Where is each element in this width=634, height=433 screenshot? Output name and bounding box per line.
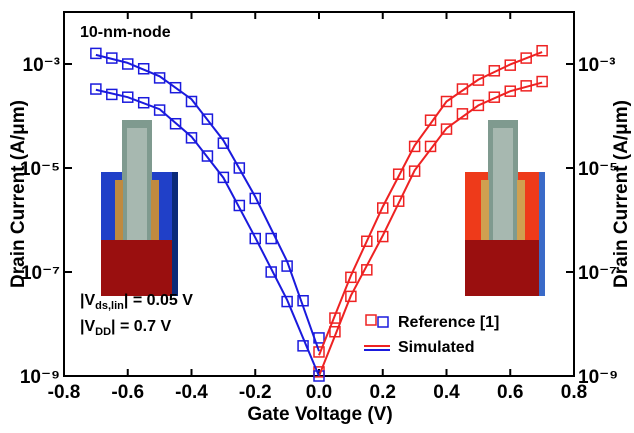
node-label: 10-nm-node (80, 24, 171, 41)
y2-axis-title: Drain Current (A/μm) (611, 100, 632, 288)
vds-label: |Vds,lin| = 0.05 V (80, 292, 193, 312)
reference-marker (488, 91, 501, 103)
x-tick-label: -0.4 (175, 382, 208, 403)
reference-marker (472, 99, 485, 112)
reference-marker (137, 63, 150, 75)
reference-marker (137, 96, 150, 109)
reference-marker (313, 346, 325, 358)
reference-marker (536, 44, 548, 57)
y2-tick-label: 10⁻⁵ (578, 159, 618, 180)
reference-marker (345, 271, 357, 284)
reference-marker (472, 74, 485, 86)
reference-marker (249, 232, 261, 245)
reference-marker (233, 162, 246, 174)
x-tick-label: 0.2 (370, 382, 396, 403)
y-tick-label: 10⁻⁹ (20, 367, 60, 388)
reference-marker (488, 65, 501, 77)
reference-marker (361, 235, 373, 248)
reference-marker (90, 47, 102, 60)
reference-marker (217, 137, 230, 149)
reference-marker (536, 75, 548, 88)
simulated-line (95, 88, 320, 377)
reference-marker (377, 202, 389, 214)
reference-marker (504, 85, 516, 97)
reference-marker (345, 290, 357, 303)
reference-marker (440, 123, 453, 135)
x-tick-label: 0.0 (306, 382, 332, 403)
x-tick-label: 0.4 (433, 382, 460, 403)
reference-marker (313, 370, 325, 382)
reference-marker (122, 91, 134, 103)
reference-marker (153, 72, 166, 84)
reference-marker (249, 192, 261, 205)
reference-marker (520, 52, 532, 64)
reference-marker (377, 230, 389, 243)
reference-marker (153, 104, 166, 116)
reference-marker (217, 171, 230, 184)
reference-marker (424, 140, 437, 153)
reference-marker (392, 195, 405, 207)
reference-marker (504, 59, 516, 71)
reference-marker (201, 150, 214, 162)
reference-marker (201, 113, 214, 125)
legend-marker (365, 314, 377, 326)
reference-marker (185, 95, 198, 108)
reference-marker (297, 340, 309, 352)
reference-marker (440, 95, 453, 108)
x-tick-label: 0.6 (497, 382, 523, 403)
reference-marker (169, 117, 182, 130)
simulated-line (318, 51, 543, 356)
vds-text: |V (80, 292, 95, 309)
vds-subscript: ds,lin (95, 300, 124, 312)
legend-label: Reference [1] (398, 314, 499, 331)
legend-marker (377, 316, 389, 328)
x-tick-label: -0.2 (239, 382, 272, 403)
reference-marker (392, 168, 405, 180)
y-tick-label: 10⁻⁷ (21, 263, 60, 284)
vdd-text: | = 0.7 V (111, 318, 171, 335)
y-tick-label: 10⁻⁵ (20, 159, 60, 180)
simulated-line (318, 81, 543, 377)
x-tick-label: -0.8 (48, 382, 81, 403)
reference-marker (90, 83, 102, 95)
reference-marker (408, 140, 421, 153)
x-tick-label: -0.6 (111, 382, 144, 403)
reference-marker (233, 199, 246, 212)
y2-tick-label: 10⁻⁷ (578, 263, 617, 284)
reference-marker (169, 81, 182, 94)
y-axis-title: Drain Current (A/μm) (8, 100, 29, 288)
x-tick-label: 0.8 (561, 382, 587, 403)
vdd-subscript: DD (95, 326, 111, 338)
reference-marker (456, 83, 469, 95)
reference-marker (281, 295, 293, 308)
x-axis-title: Gate Voltage (V) (247, 404, 392, 425)
legend-label: Simulated (398, 339, 474, 356)
y2-tick-label: 10⁻³ (578, 55, 616, 76)
vdd-label: |VDD| = 0.7 V (80, 318, 171, 338)
vdd-text: |V (80, 318, 95, 335)
y2-tick-label: 10⁻⁹ (578, 367, 618, 388)
vds-text: | = 0.05 V (124, 292, 193, 309)
device-left (101, 120, 178, 296)
simulated-line (95, 53, 320, 352)
reference-marker (408, 165, 421, 177)
device-right (465, 120, 545, 296)
reference-marker (185, 132, 198, 144)
y-tick-label: 10⁻³ (23, 55, 61, 76)
